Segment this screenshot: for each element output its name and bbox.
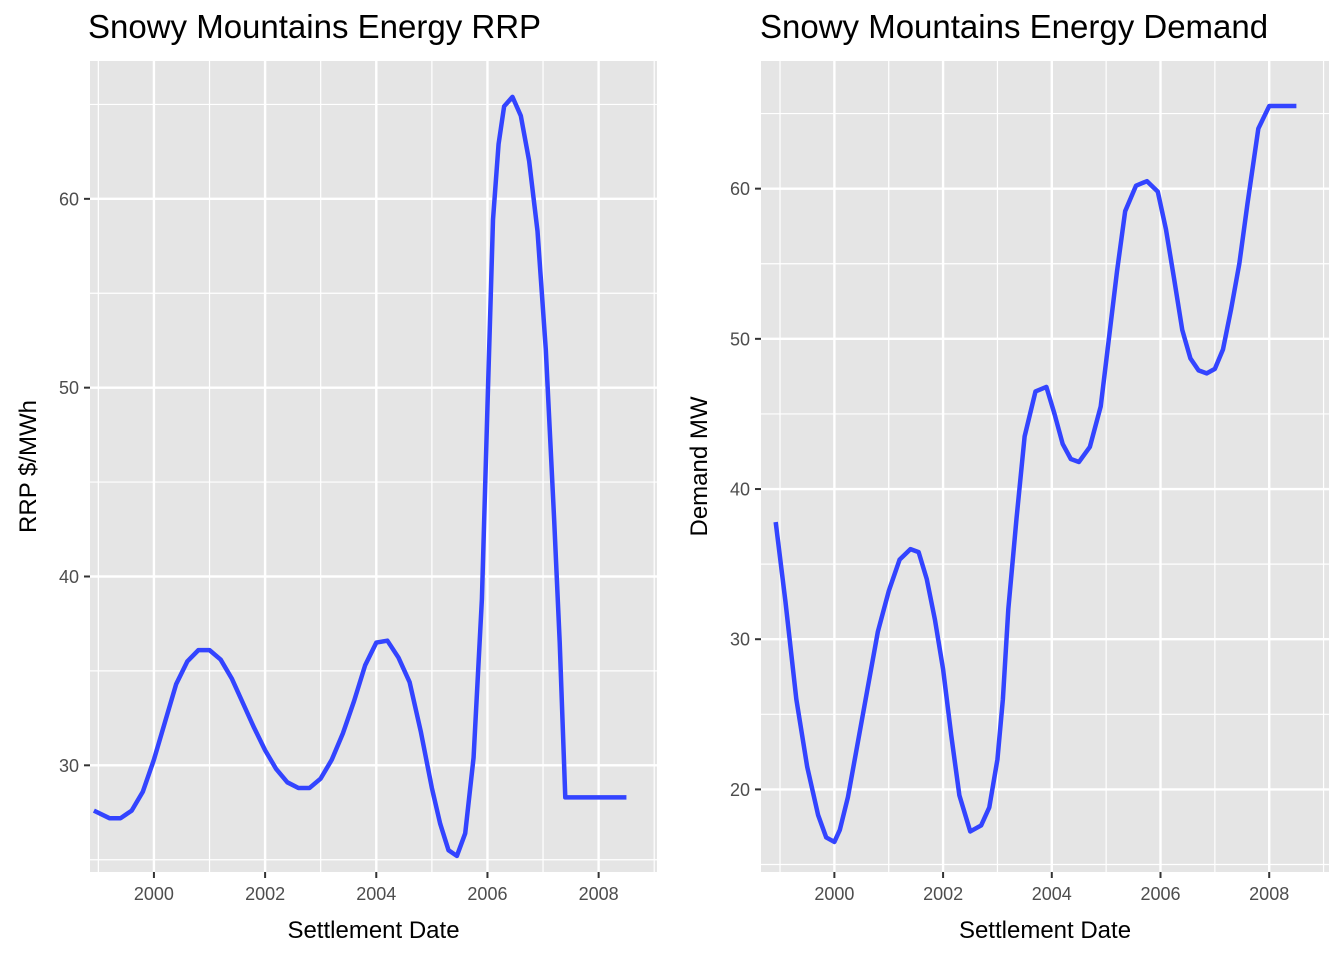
x-tick-label: 2000 — [134, 884, 174, 904]
y-axis-title: Demand MW — [686, 396, 713, 536]
x-tick-label: 2004 — [356, 884, 396, 904]
y-tick-label: 40 — [59, 567, 79, 587]
x-tick-label: 2008 — [1249, 884, 1289, 904]
x-tick-label: 2002 — [923, 884, 963, 904]
series-line-demand — [773, 103, 1297, 845]
x-tick-label: 2004 — [1032, 884, 1072, 904]
plot-background — [90, 61, 657, 872]
y-axis-title: RRP $/MWh — [15, 400, 42, 533]
x-tick-label: 2008 — [579, 884, 619, 904]
chart-panel-demand: 2000 2002 2004 2006 2008 20 30 40 50 60 Settlement… — [686, 61, 1329, 944]
chart-panel-rrp: 2000 2002 2004 2006 2008 30 40 50 60 Settlement D… — [15, 61, 657, 944]
x-tick-label: 2000 — [814, 884, 854, 904]
x-tick-label: 2006 — [467, 884, 507, 904]
y-tick-label: 60 — [59, 189, 79, 209]
series-line-rrp — [92, 94, 627, 859]
chart-title-demand: Snowy Mountains Energy Demand — [760, 8, 1269, 45]
x-axis-title: Settlement Date — [287, 917, 459, 944]
chart-title-rrp: Snowy Mountains Energy RRP — [88, 8, 542, 45]
x-axis-title: Settlement Date — [959, 917, 1131, 944]
plot-background — [761, 61, 1329, 872]
y-tick-label: 50 — [730, 329, 750, 349]
y-tick-label: 60 — [730, 179, 750, 199]
x-tick-label: 2002 — [245, 884, 285, 904]
y-tick-label: 50 — [59, 378, 79, 398]
y-tick-label: 20 — [730, 780, 750, 800]
y-tick-label: 30 — [730, 630, 750, 650]
x-tick-label: 2006 — [1140, 884, 1180, 904]
y-tick-label: 30 — [59, 756, 79, 776]
y-tick-label: 40 — [730, 480, 750, 500]
